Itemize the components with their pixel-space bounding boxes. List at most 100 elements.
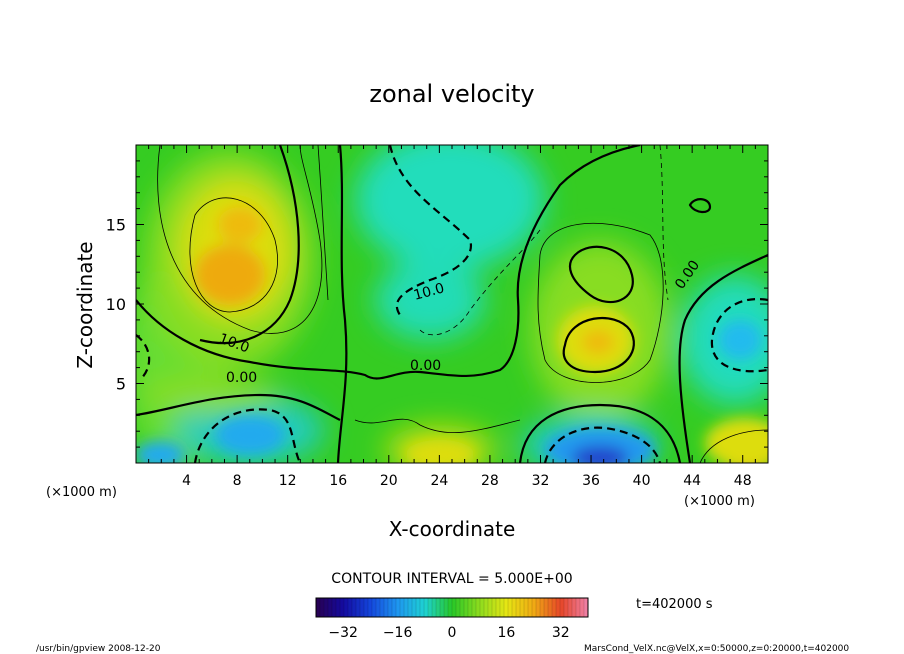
contour-neg-bottom-left	[193, 408, 302, 463]
colorbar-cell	[380, 598, 385, 617]
y-tick-label: 5	[116, 375, 126, 394]
colorbar-cell	[436, 598, 441, 617]
contour-thin-1	[157, 145, 323, 334]
contour-thin-6	[699, 429, 768, 463]
colorbar-cell	[480, 598, 485, 617]
colorbar-cell	[408, 598, 413, 617]
colorbar-tick-label: 0	[448, 625, 457, 641]
region-cyan-top	[355, 145, 545, 270]
colorbar-cell	[352, 598, 357, 617]
x-axis-unit-right: (×1000 m)	[684, 494, 755, 509]
colorbar-cell	[428, 598, 433, 617]
colorbar-cell	[332, 598, 337, 617]
colorbar-cell	[472, 598, 477, 617]
colorbar-cell	[516, 598, 521, 617]
x-tick-label: 36	[582, 473, 600, 489]
x-axis: 4 8 12 16 20 24 28 32 36 40 44 48	[148, 145, 756, 489]
x-tick-label: 8	[233, 473, 242, 489]
contour-ten-right-top	[568, 245, 634, 304]
colorbar-cell	[420, 598, 425, 617]
colorbar-cell	[552, 598, 557, 617]
colorbar-tick-label: 32	[552, 625, 570, 641]
y-tick-label: 10	[106, 295, 126, 314]
contour-zero-vert	[336, 145, 348, 463]
colorbar-cell	[404, 598, 409, 617]
colorbar-cell	[372, 598, 377, 617]
colorbar-cell	[448, 598, 453, 617]
contour-neg-cyan	[388, 145, 473, 316]
colorbar-cell	[580, 598, 585, 617]
contour-label-2: 0.00	[226, 370, 257, 386]
x-tick-label: 16	[329, 473, 347, 489]
colorbar-cell	[344, 598, 349, 617]
x-axis-label: X-coordinate	[389, 517, 516, 541]
contour-neg-left-edge	[136, 334, 151, 381]
colorbar-tick-label: −32	[328, 625, 358, 641]
colorbar-cell	[476, 598, 481, 617]
colorbar-cell	[432, 598, 437, 617]
contour-zero-top-left	[199, 145, 300, 345]
colorbar-cell	[560, 598, 565, 617]
core-yellow-left	[218, 207, 262, 243]
x-tick-label: 44	[683, 473, 701, 489]
colorbar-tick-label: 16	[497, 625, 515, 641]
colorbar-cell	[452, 598, 457, 617]
colorbar-cell	[528, 598, 533, 617]
colorbar-cell	[356, 598, 361, 617]
colorbar-ticks: −32 −16 0 16 32	[328, 625, 569, 641]
colorbar-cell	[364, 598, 369, 617]
contour-label-4: 10.0	[412, 280, 446, 304]
colorbar-cell	[564, 598, 569, 617]
colorbar-tick-label: −16	[383, 625, 413, 641]
colorbar-cell	[584, 598, 589, 617]
x-tick-label: 12	[279, 473, 297, 489]
colorbar-cell	[544, 598, 549, 617]
colorbar-cell	[384, 598, 389, 617]
contour-neg-bottom-mid	[543, 426, 662, 463]
x-tick-label: 32	[532, 473, 550, 489]
core-blue-left	[215, 415, 285, 455]
colorbar-cell	[400, 598, 405, 617]
x-tick-label: 40	[633, 473, 651, 489]
y-axis-label: Z-coordinate	[73, 241, 97, 368]
colorbar-cell	[412, 598, 417, 617]
contour-zero-right	[678, 253, 768, 463]
colorbar-cell	[424, 598, 429, 617]
x-tick-label: 28	[481, 473, 499, 489]
x-tick-label: 4	[182, 473, 191, 489]
colorbar-cell	[328, 598, 333, 617]
colorbar-cell	[508, 598, 513, 617]
colorbar	[315, 597, 589, 618]
colorbar-cell	[348, 598, 353, 617]
colorbar-cell	[484, 598, 489, 617]
colorbar-cell	[488, 598, 493, 617]
colorbar-cell	[500, 598, 505, 617]
colorbar-cell	[368, 598, 373, 617]
colorbar-cell	[392, 598, 397, 617]
core-blue-right-inner	[572, 446, 628, 463]
contour-zero-low-left	[136, 393, 341, 421]
colorbar-cell	[548, 598, 553, 617]
time-label: t=402000 s	[636, 597, 713, 612]
contour-zero-left	[136, 145, 641, 380]
contour-lines	[136, 145, 768, 463]
core-orange-right	[582, 330, 614, 354]
contour-interval: CONTOUR INTERVAL = 5.000E+00	[331, 571, 572, 587]
colorbar-cell	[520, 598, 525, 617]
colorbar-cell	[460, 598, 465, 617]
colorbar-cell	[376, 598, 381, 617]
y-tick-label: 15	[106, 216, 126, 235]
colorbar-frame	[315, 597, 589, 618]
contour-thin-5	[354, 418, 521, 434]
colorbar-cell	[540, 598, 545, 617]
contour-thin-3	[537, 222, 664, 383]
contour-thin-8	[419, 229, 541, 336]
contour-thin-4	[317, 145, 329, 301]
colorbar-cell	[532, 598, 537, 617]
heatmap-cores	[136, 207, 768, 463]
contour-zero-bottom	[518, 403, 682, 463]
colorbar-cell	[360, 598, 365, 617]
colorbar-cell	[340, 598, 345, 617]
colorbar-cell	[324, 598, 329, 617]
